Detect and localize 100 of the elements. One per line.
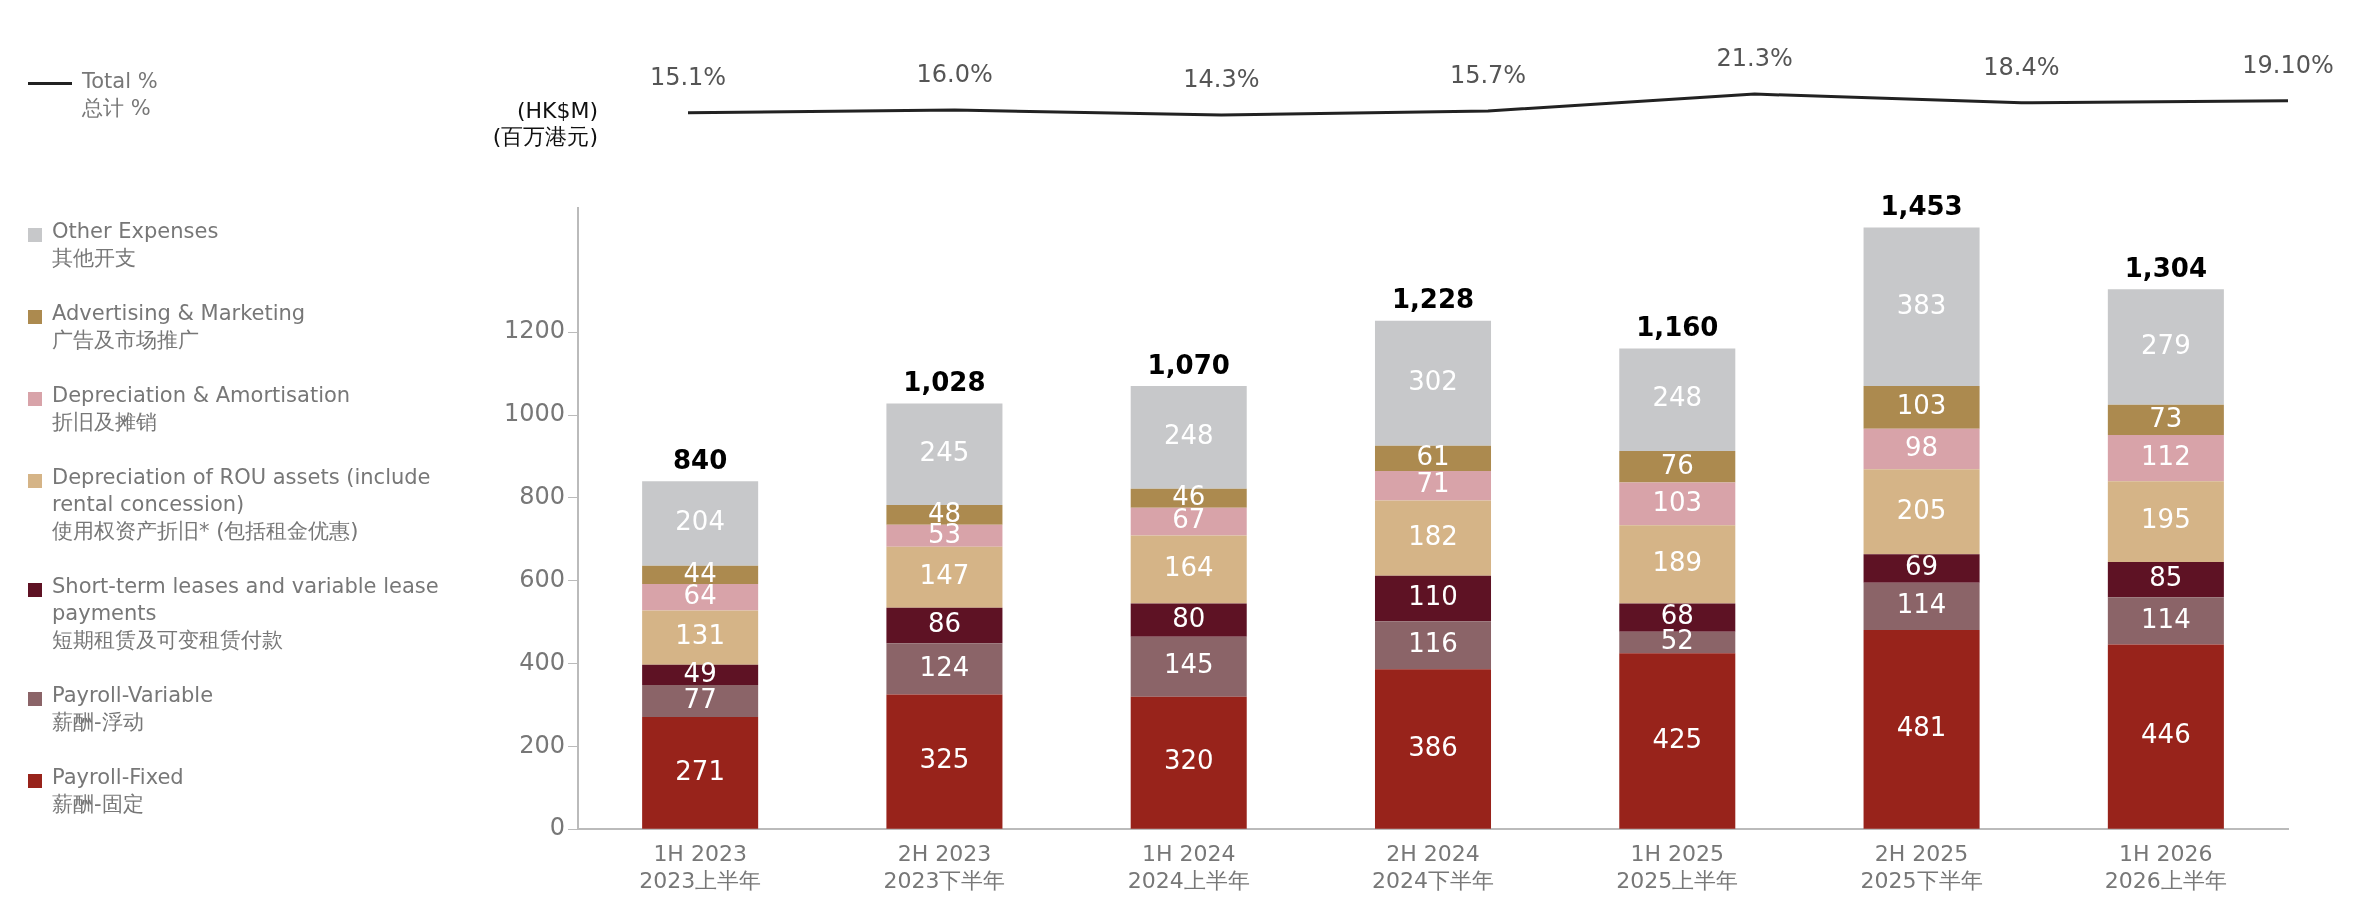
x-tick-label: 1H 2025 2025上半年 xyxy=(1616,841,1739,893)
bar xyxy=(886,694,1003,829)
data-label: 245 xyxy=(919,436,970,467)
bar xyxy=(1863,554,1980,583)
bar xyxy=(1374,575,1492,622)
data-label: 18.4% xyxy=(1983,53,2060,82)
bar xyxy=(1863,386,1980,429)
total-label: 840 xyxy=(673,445,728,476)
bar xyxy=(1374,621,1492,670)
legend-label: Short-term leases and variable lease payments 短期租赁及可变租赁付款 xyxy=(52,573,440,654)
data-label: 19.10% xyxy=(2242,50,2334,79)
data-label: 52 xyxy=(1660,625,1694,656)
x-tick-label: 2H 2023 2023下半年 xyxy=(883,841,1006,893)
data-label: 182 xyxy=(1408,520,1458,551)
bar xyxy=(886,546,1003,608)
y-tick-label: 1000 xyxy=(503,399,565,428)
data-label: 110 xyxy=(1408,581,1458,612)
legend-label: Payroll-Fixed 薪酬-固定 xyxy=(52,764,184,818)
y-tick-label: 400 xyxy=(519,647,565,676)
bar xyxy=(2107,404,2224,435)
bar xyxy=(1374,320,1492,446)
data-label: 145 xyxy=(1163,649,1214,680)
bar xyxy=(1130,603,1247,637)
bar xyxy=(886,607,1003,644)
data-label: 248 xyxy=(1163,420,1214,451)
y-tick-label: 800 xyxy=(519,482,565,511)
bar xyxy=(1619,451,1736,483)
bar xyxy=(886,524,1003,547)
bar xyxy=(2107,562,2224,598)
bar xyxy=(2107,289,2224,405)
x-tick-label: 1H 2026 2026上半年 xyxy=(2104,841,2227,893)
bar xyxy=(2107,434,2224,482)
data-label: 86 xyxy=(927,608,961,639)
y-tick-label: 600 xyxy=(519,564,565,593)
y-axis-title: (HK$M) (百万港元) xyxy=(491,98,598,150)
legend-label: Depreciation of ROU assets (include rental concession) 使用权资产折旧* (包括租金优惠) xyxy=(52,464,432,545)
data-label: 481 xyxy=(1896,712,1947,743)
bar xyxy=(1130,535,1247,604)
bar xyxy=(1130,636,1247,697)
bar xyxy=(1374,445,1492,471)
bar xyxy=(1863,227,1980,387)
total-label: 1,304 xyxy=(2124,252,2207,283)
bar xyxy=(2107,644,2224,829)
data-label: 325 xyxy=(919,744,970,775)
data-label: 383 xyxy=(1896,289,1947,320)
y-tick-label: 0 xyxy=(549,813,565,842)
legend-label: Total % 总计 % xyxy=(82,68,158,122)
data-label: 98 xyxy=(1905,431,1939,462)
data-label: 114 xyxy=(1896,589,1947,620)
data-label: 124 xyxy=(919,651,970,682)
x-tick-label: 2H 2025 2025下半年 xyxy=(1860,841,1983,893)
data-label: 14.3% xyxy=(1183,65,1260,94)
data-label: 131 xyxy=(675,620,725,651)
bar xyxy=(642,685,759,717)
x-tick-label: 1H 2024 2024上半年 xyxy=(1127,841,1250,893)
data-label: 85 xyxy=(2149,562,2183,593)
bar xyxy=(2107,597,2224,645)
data-label: 21.3% xyxy=(1716,44,1793,73)
legend-label: Depreciation & Amortisation 折旧及摊销 xyxy=(52,382,351,436)
bar xyxy=(1863,582,1980,630)
data-label: 116 xyxy=(1408,628,1458,659)
data-label: 103 xyxy=(1652,486,1703,517)
data-label: 248 xyxy=(1652,382,1703,413)
data-label: 320 xyxy=(1163,745,1214,776)
x-tick-label: 1H 2023 2023上半年 xyxy=(639,841,762,893)
data-label: 80 xyxy=(1172,602,1206,633)
legend-label: Advertising & Marketing 广告及市场推广 xyxy=(52,300,306,354)
data-label: 279 xyxy=(2141,329,2191,360)
data-label: 302 xyxy=(1408,365,1458,396)
data-label: 103 xyxy=(1896,390,1947,421)
data-label: 73 xyxy=(2149,402,2183,433)
bar xyxy=(886,643,1003,695)
bar xyxy=(1130,696,1247,829)
bar xyxy=(1863,630,1980,829)
bar xyxy=(1619,525,1736,604)
bar xyxy=(1374,669,1492,829)
data-label: 164 xyxy=(1163,552,1214,583)
data-label: 147 xyxy=(919,559,970,590)
total-label: 1,160 xyxy=(1636,312,1719,343)
bar xyxy=(1863,469,1980,555)
bar xyxy=(1374,470,1492,501)
total-label: 1,453 xyxy=(1880,191,1963,222)
y-tick-label: 1200 xyxy=(503,316,565,345)
bar xyxy=(642,716,759,829)
data-label: 189 xyxy=(1652,547,1703,578)
data-label: 112 xyxy=(2141,440,2191,471)
bar xyxy=(642,584,759,611)
data-label: 15.7% xyxy=(1449,61,1527,90)
bar xyxy=(1863,428,1980,470)
bar xyxy=(1374,500,1492,576)
legend-label: Other Expenses 其他开支 xyxy=(52,218,219,272)
data-label: 114 xyxy=(2141,603,2191,634)
bar xyxy=(1130,507,1247,536)
total-label: 1,228 xyxy=(1391,284,1475,315)
x-tick-label: 2H 2024 2024下半年 xyxy=(1372,841,1494,893)
data-label: 204 xyxy=(675,506,725,537)
data-label: 195 xyxy=(2141,504,2191,535)
data-label: 16.0% xyxy=(916,60,993,89)
data-label: 271 xyxy=(675,755,725,786)
legend-label: Payroll-Variable 薪酬-浮动 xyxy=(52,682,214,736)
